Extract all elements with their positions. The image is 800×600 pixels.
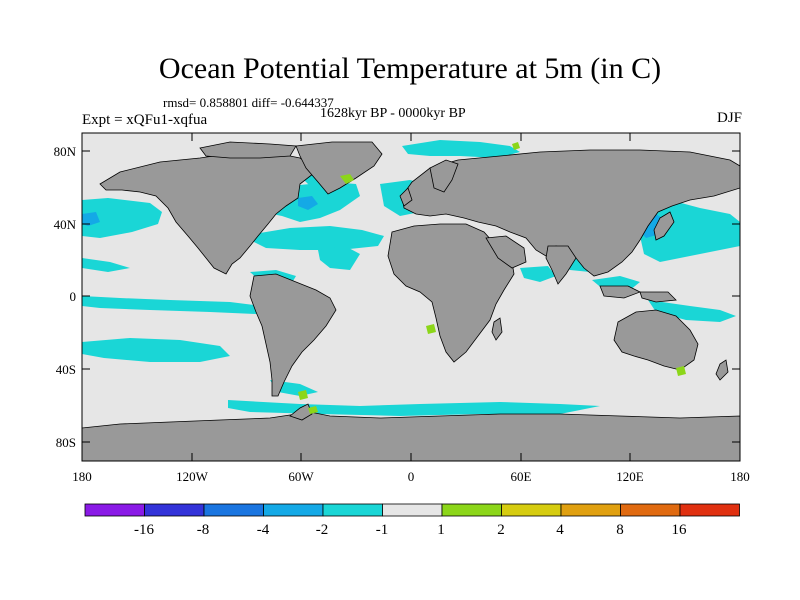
colorbar-swatch	[322, 503, 383, 517]
colorbar-label: 2	[497, 522, 505, 538]
indonesia	[599, 285, 641, 299]
colorbar-labels: -16 -8 -4 -2 -1 1 2 4 8 16	[134, 522, 687, 538]
colorbar-label: -4	[257, 522, 270, 538]
colorbar-swatch	[263, 503, 324, 517]
x-tick-label: 180	[72, 469, 92, 484]
colorbar-swatch	[84, 503, 145, 517]
y-tick-label: 80S	[56, 435, 76, 450]
india	[545, 245, 577, 285]
season-label: DJF	[716, 110, 742, 126]
colorbar	[84, 503, 740, 517]
x-tick-label: 60W	[288, 469, 314, 484]
colorbar-swatch	[203, 503, 264, 517]
warming-anomaly-patches	[298, 142, 686, 414]
south-america	[249, 273, 337, 397]
y-tick-label: 80N	[54, 144, 77, 159]
stats-line: rmsd= 0.858801 diff= -0.644337	[163, 95, 334, 111]
time-period: 1628kyr BP - 0000kyr BP	[320, 106, 466, 121]
colorbar-label: -2	[316, 522, 329, 538]
new-guinea	[639, 291, 677, 303]
x-tick-label: 0	[408, 469, 415, 484]
colorbar-label: -8	[197, 522, 210, 538]
land-masses	[82, 141, 740, 461]
arabia	[485, 235, 527, 269]
colorbar-label: -1	[376, 522, 389, 538]
colorbar-label: -16	[134, 522, 154, 538]
australia	[613, 309, 699, 371]
antarctica	[82, 411, 740, 461]
arctic-archipelago	[199, 141, 297, 159]
x-tick-label: 60E	[511, 469, 532, 484]
plot-title: Ocean Potential Temperature at 5m (in C)	[158, 52, 662, 85]
colorbar-swatch	[441, 503, 502, 517]
diff-value: -0.644337	[280, 95, 334, 110]
x-tick-labels: 180 120W 60W 0 60E 120E 180	[72, 469, 750, 484]
colorbar-swatch	[144, 503, 205, 517]
colorbar-swatch	[560, 503, 621, 517]
y-tick-label: 40S	[56, 362, 76, 377]
colorbar-label: 8	[616, 522, 624, 538]
scandinavia	[429, 159, 459, 193]
map-plot-area	[82, 133, 740, 461]
britain	[399, 187, 413, 207]
rmsd-value: 0.858801	[199, 95, 249, 110]
colorbar-label: 1	[437, 522, 445, 538]
colorbar-label: 16	[672, 522, 688, 538]
experiment-label: Expt = xQFu1-xqfua	[82, 112, 208, 128]
colorbar-swatch	[382, 503, 443, 517]
africa	[387, 223, 515, 363]
diff-label: diff=	[251, 95, 278, 110]
rmsd-label: rmsd=	[163, 95, 197, 110]
axis-tick-marks	[81, 133, 741, 461]
y-tick-label: 0	[70, 289, 77, 304]
eurasia	[401, 149, 740, 277]
new-zealand	[715, 359, 729, 381]
x-tick-label: 120W	[176, 469, 209, 484]
colorbar-swatch	[501, 503, 562, 517]
x-tick-label: 120E	[616, 469, 644, 484]
japan	[653, 211, 675, 241]
y-tick-label: 40N	[54, 217, 77, 232]
colorbar-label: 4	[556, 522, 564, 538]
colorbar-swatch	[620, 503, 681, 517]
x-tick-label: 180	[730, 469, 750, 484]
madagascar	[491, 317, 503, 341]
y-tick-labels: 80N 40N 0 40S 80S	[54, 144, 77, 450]
colorbar-swatch	[679, 503, 740, 517]
